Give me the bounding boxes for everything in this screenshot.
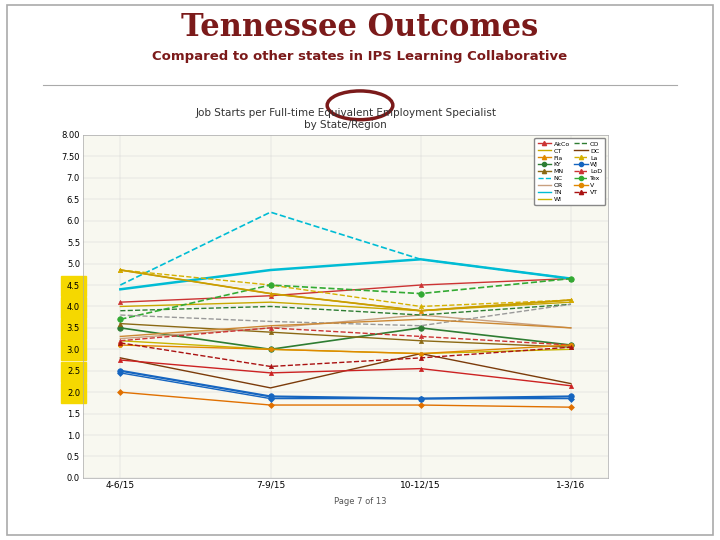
- Text: Tennessee Outcomes: Tennessee Outcomes: [181, 12, 539, 43]
- Legend: AkCo, CT, Fla, KY, MN, NC, OR, TN, WI, CO, DC, La, WJ, LoD, Tex, V, VT: AkCo, CT, Fla, KY, MN, NC, OR, TN, WI, C…: [534, 138, 606, 205]
- Title: Job Starts per Full-time Equivalent Employment Specialist
by State/Region: Job Starts per Full-time Equivalent Empl…: [195, 109, 496, 130]
- Text: Page 7 of 13: Page 7 of 13: [334, 497, 386, 505]
- Text: Compared to other states in IPS Learning Collaborative: Compared to other states in IPS Learning…: [153, 50, 567, 63]
